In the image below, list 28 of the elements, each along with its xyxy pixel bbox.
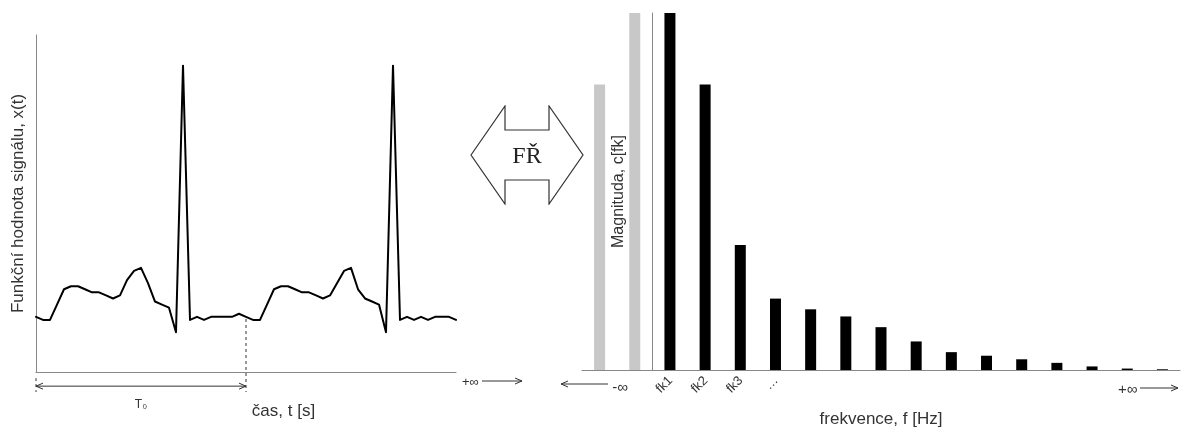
x-tick-label: fk1 — [652, 372, 676, 396]
text: T₀ — [134, 397, 148, 411]
text: +∞ — [462, 373, 479, 389]
bar — [1016, 359, 1028, 370]
bar — [945, 352, 957, 370]
bar — [769, 298, 781, 370]
text: -∞ — [612, 377, 629, 395]
bar — [629, 13, 641, 370]
bar — [664, 13, 676, 370]
bar — [875, 327, 887, 370]
y-axis-title: Magnituda, c[fk] — [608, 135, 626, 248]
text: FŘ — [511, 141, 543, 170]
bar — [981, 355, 993, 370]
bar — [910, 341, 922, 370]
bar — [594, 84, 606, 370]
bar — [734, 245, 746, 370]
bar — [840, 316, 852, 370]
x-tick-label: fk2 — [687, 372, 711, 396]
bar — [1051, 362, 1063, 370]
text: +∞ — [1118, 379, 1138, 397]
x-tick-label: … — [760, 372, 781, 393]
x-axis-title: frekvence, f [Hz] — [819, 409, 943, 428]
bar — [699, 84, 711, 370]
x-axis-title: čas, t [s] — [251, 401, 316, 420]
bar — [805, 309, 817, 370]
x-tick-label: fk3 — [722, 372, 746, 396]
y-axis-title: Funkční hodnota signálu, x(t) — [8, 93, 27, 314]
bar — [1086, 366, 1098, 370]
